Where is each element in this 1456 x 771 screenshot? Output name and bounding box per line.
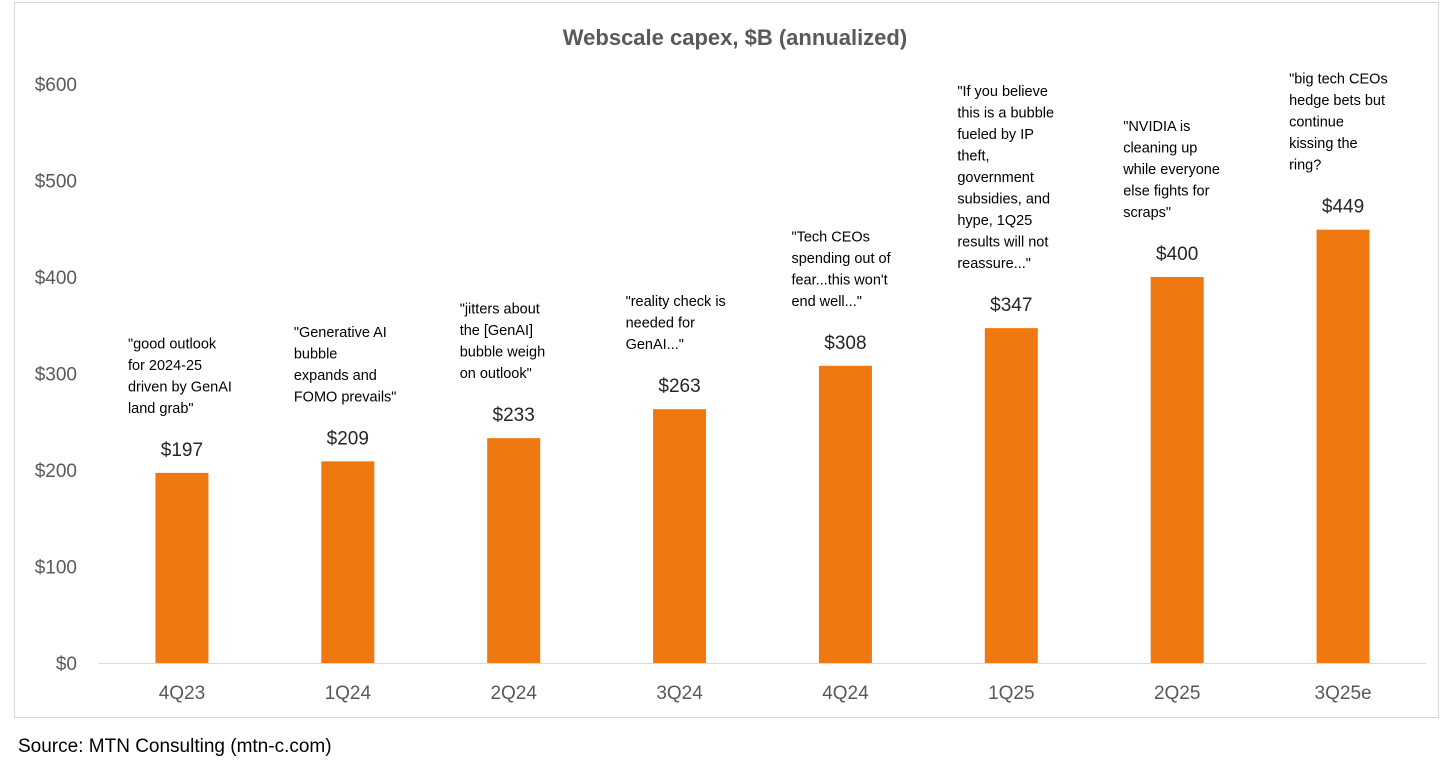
annotation-line: subsidies, and [957,192,1050,208]
source-note: Source: MTN Consulting (mtn-c.com) [18,736,332,757]
x-tick-label-4q23: 4Q23 [159,683,205,704]
annotation-line: reassure..." [957,256,1031,272]
y-tick-label: $600 [35,75,77,96]
annotation-line: while everyone [1122,162,1220,178]
y-tick-label: $0 [56,654,77,675]
annotation-line: continue [1289,115,1344,131]
annotation-line: expands and [294,368,377,384]
annotation-line: FOMO prevails" [294,389,397,405]
y-tick-label: $100 [35,558,77,579]
bar-chart: Webscale capex, $B (annualized) $0 $100 $20… [35,25,1426,704]
annotation-line: hedge bets but [1289,93,1385,109]
annotation-line: needed for [626,316,696,332]
bar-3q25e [1316,229,1370,663]
annotation-line: kissing the [1289,136,1358,152]
annotation-line: results will not [957,235,1048,251]
annotation-line: "jitters about [460,302,540,318]
y-tick-label: $500 [35,172,77,193]
annotation-4q24: "Tech CEOs spending out of fear...this won… [791,229,891,310]
x-tick-label-1q24: 1Q24 [325,683,372,704]
data-label-2q24: $233 [493,405,535,426]
annotation-line: "Tech CEOs [791,229,869,245]
data-label-3q24: $263 [658,376,700,397]
x-tick-label-3q25e: 3Q25e [1315,683,1372,704]
data-label-3q25e: $449 [1322,197,1364,218]
annotation-line: fear...this won't [791,272,887,288]
annotation-line: "If you believe [957,84,1048,100]
annotation-3q24: "reality check is needed for GenAI..." [626,294,726,353]
annotation-line: "reality check is [626,294,726,310]
bar-4q23 [155,472,209,663]
annotation-line: else fights for [1123,184,1209,200]
annotation-1q25: "If you believe this is a bubble fueled by… [957,84,1054,272]
bar-4q24 [818,365,872,663]
annotation-line: cleaning up [1123,141,1197,157]
annotation-line: for 2024-25 [128,358,202,374]
annotation-3q25e: "big tech CEOs hedge bets but continue kiss… [1289,72,1388,174]
annotation-line: end well..." [791,294,861,310]
data-label-4q24: $308 [824,333,866,354]
annotation-2q24: "jitters about the [GenAI] bubble weigh on … [460,302,545,383]
x-tick-label-2q24: 2Q24 [490,683,537,704]
data-label-1q25: $347 [990,295,1032,316]
annotation-line: driven by GenAI [128,379,232,395]
annotation-line: bubble [294,346,338,362]
annotation-line: "big tech CEOs [1289,72,1388,88]
annotation-line: theft, [957,149,989,165]
annotation-4q23: "good outlook for 2024-25 driven by GenAI l… [128,336,232,417]
bar-3q24 [653,409,707,663]
annotation-line: land grab" [128,401,194,417]
bar-2q24 [487,438,541,663]
annotation-line: fueled by IP [957,127,1034,143]
annotation-2q25: "NVIDIA is cleaning up while everyone else … [1122,119,1220,221]
data-label-2q25: $400 [1156,244,1198,265]
bar-2q25 [1150,277,1204,663]
y-tick-label: $400 [35,268,77,289]
x-tick-label-2q25: 2Q25 [1154,683,1200,704]
data-label-1q24: $209 [327,428,369,449]
y-tick-label: $200 [35,461,77,482]
annotation-line: ring? [1289,158,1321,174]
x-tick-label-3q24: 3Q24 [656,683,703,704]
data-label-4q23: $197 [161,440,203,461]
annotation-line: bubble weigh [460,345,545,361]
annotation-line: GenAI..." [626,337,684,353]
y-tick-label: $300 [35,365,77,386]
annotation-line: hype, 1Q25 [957,213,1032,229]
bar-1q24 [321,461,375,663]
bar-1q25 [984,328,1038,663]
chart-frame: Webscale capex, $B (annualized) $0 $100 $20… [14,2,1439,718]
annotation-line: spending out of [791,251,891,267]
annotation-line: the [GenAI] [460,323,533,339]
annotation-line: government [957,170,1034,186]
chart-title: Webscale capex, $B (annualized) [563,25,907,50]
x-tick-label-4q24: 4Q24 [822,683,869,704]
annotation-1q24: "Generative AI bubble expands and FOMO prev… [294,325,397,406]
annotation-line: "Generative AI [294,325,387,341]
x-tick-label-1q25: 1Q25 [988,683,1034,704]
annotation-line: this is a bubble [957,106,1054,122]
annotation-line: on outlook" [460,366,532,382]
annotation-line: scraps" [1123,205,1171,221]
annotation-line: "good outlook [128,336,217,352]
annotation-line: "NVIDIA is [1123,119,1190,135]
